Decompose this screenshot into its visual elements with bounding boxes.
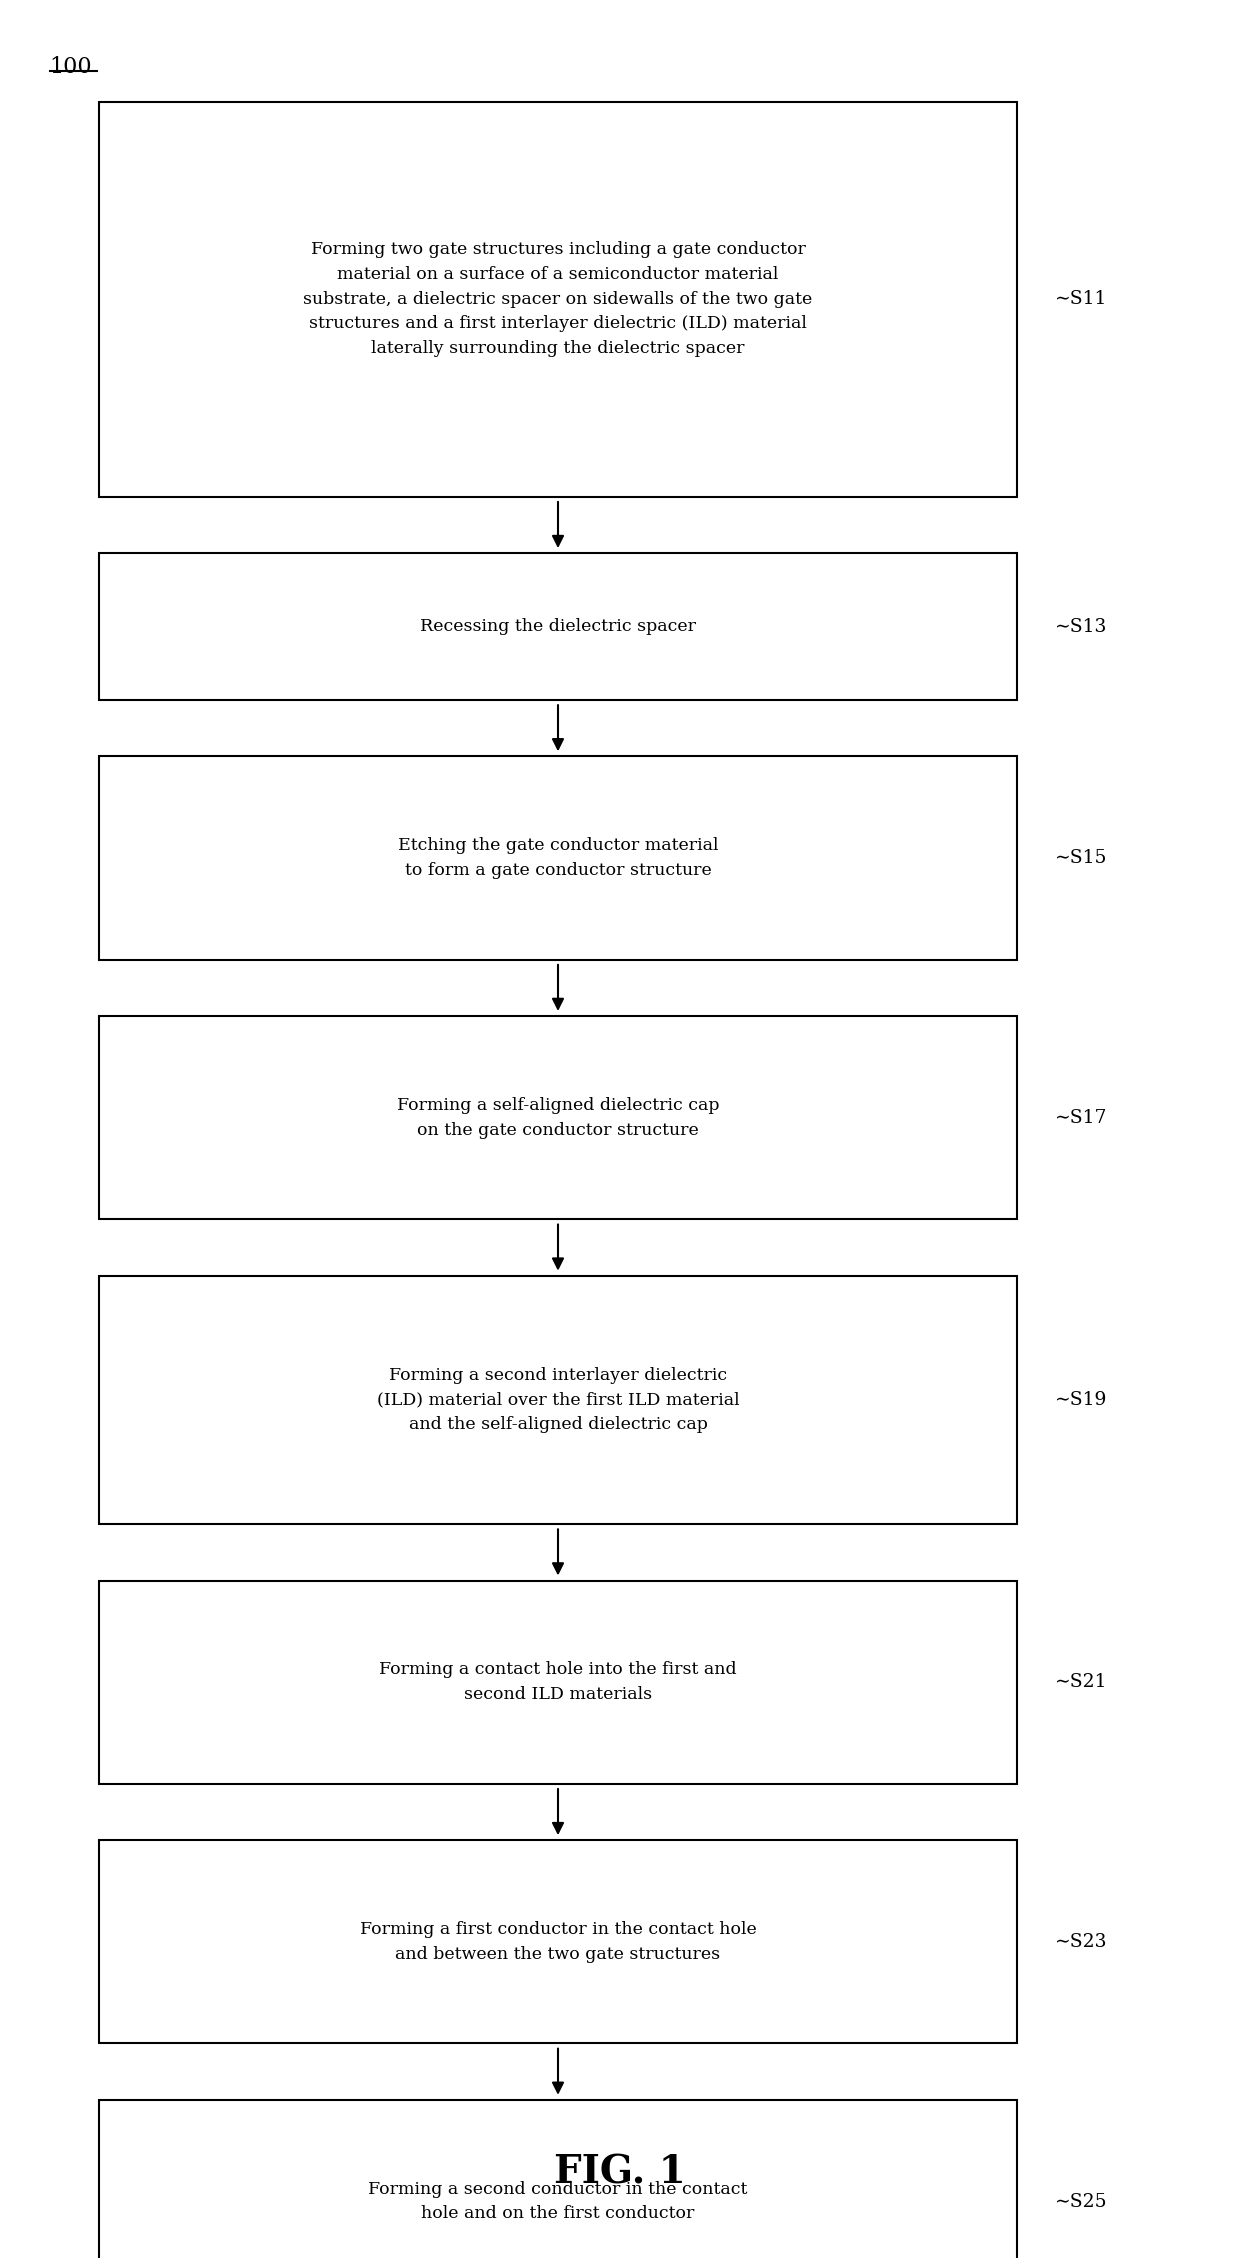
Text: Forming a first conductor in the contact hole
and between the two gate structure: Forming a first conductor in the contact… [360,1922,756,1962]
Text: ∼S17: ∼S17 [1054,1109,1106,1127]
Text: ∼S21: ∼S21 [1054,1673,1106,1691]
Text: 100: 100 [50,56,92,79]
Text: ∼S23: ∼S23 [1054,1933,1106,1951]
Text: Forming two gate structures including a gate conductor
material on a surface of : Forming two gate structures including a … [304,242,812,357]
Bar [99,756,1017,960]
Text: Forming a contact hole into the first and
second ILD materials: Forming a contact hole into the first an… [379,1662,737,1703]
Bar [99,2100,1017,2258]
Bar [99,102,1017,497]
Text: Forming a second interlayer dielectric
(ILD) material over the first ILD materia: Forming a second interlayer dielectric (… [377,1366,739,1434]
Text: Forming a second conductor in the contact
hole and on the first conductor: Forming a second conductor in the contac… [368,2181,748,2222]
Text: Recessing the dielectric spacer: Recessing the dielectric spacer [420,619,696,634]
Text: ∼S25: ∼S25 [1054,2193,1106,2211]
Text: Forming a self-aligned dielectric cap
on the gate conductor structure: Forming a self-aligned dielectric cap on… [397,1097,719,1138]
Text: FIG. 1: FIG. 1 [554,2154,686,2190]
Bar [99,1840,1017,2043]
Text: ∼S13: ∼S13 [1054,619,1106,634]
Bar [99,1581,1017,1784]
Bar [99,1016,1017,1219]
Bar [99,1276,1017,1524]
Text: ∼S11: ∼S11 [1054,291,1106,307]
Text: ∼S19: ∼S19 [1054,1391,1106,1409]
Text: ∼S15: ∼S15 [1054,849,1106,867]
Text: Etching the gate conductor material
to form a gate conductor structure: Etching the gate conductor material to f… [398,838,718,878]
Bar [99,553,1017,700]
